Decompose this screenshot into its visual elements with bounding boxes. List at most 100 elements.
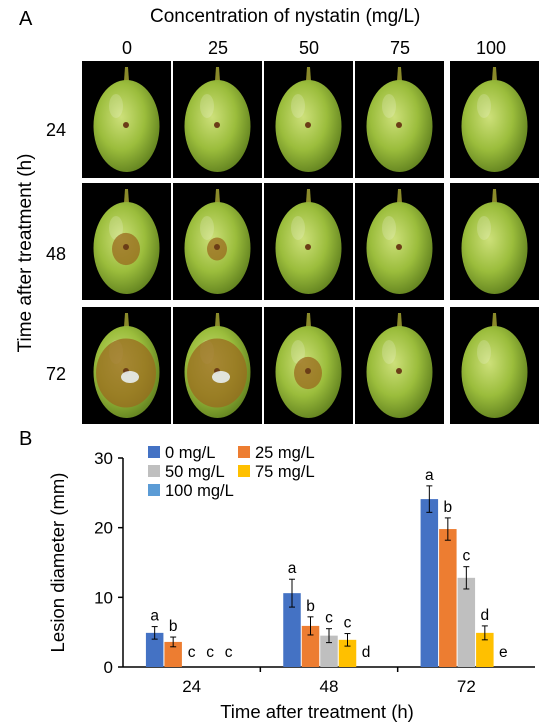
bar [164,641,182,667]
legend-label: 0 mg/L [165,444,215,462]
x-tick-label: 24 [182,677,201,696]
column-header-100: 100 [475,38,507,58]
significance-letter: c [206,644,214,661]
legend-swatch [148,484,160,496]
grape-highlight [291,216,305,240]
grape-stem [492,67,497,81]
grape-photo [355,307,444,424]
grape-stem [215,189,220,203]
grape-highlight [200,216,214,240]
row-header-72: 72 [46,364,67,384]
grape-photo [264,183,353,300]
grape-photo [450,183,539,300]
bar [301,625,320,667]
significance-letter: d [362,644,371,661]
grape-stem [124,313,129,327]
bar [283,593,301,667]
y-tick-label: 30 [94,449,113,468]
bar [338,639,357,667]
grape-photo [82,61,171,178]
inoculation-wound [396,368,402,374]
significance-letter: e [499,644,508,661]
grape-photo [173,61,262,178]
grape-highlight [109,94,123,118]
inoculation-wound [305,244,311,250]
grape-stem [306,313,311,327]
legend-label: 25 mg/L [255,444,315,462]
grape-highlight [477,340,491,364]
column-header-0: 0 [121,38,132,58]
grape-stem [215,67,220,81]
grape-photo [173,307,262,424]
significance-letter: a [150,608,159,625]
y-axis-title: Lesion diameter (mm) [47,473,68,653]
panel-b-letter: B [19,428,33,450]
grape-highlight [382,340,396,364]
grape-highlight [382,94,396,118]
legend-swatch [238,446,250,458]
column-header-50: 50 [298,38,320,58]
y-tick-label: 0 [104,658,113,677]
row-header-24: 24 [46,120,67,140]
bar [439,529,457,667]
grape-stem [492,189,497,203]
y-tick-label: 10 [94,588,113,607]
grape-stem [397,189,402,203]
bar [145,632,164,667]
mycelium-patch [212,371,230,383]
grape-highlight [291,340,305,364]
legend-swatch [148,465,160,477]
legend-label: 100 mg/L [165,482,234,500]
column-header-75: 75 [389,38,411,58]
inoculation-wound [396,122,402,128]
significance-letter: b [306,598,315,615]
significance-letter: d [481,607,490,624]
x-tick-label: 48 [320,677,339,696]
legend-label: 75 mg/L [255,463,315,481]
row-axis-title: Time after treatment (h) [15,153,36,353]
grape-stem [492,313,497,327]
mycelium-patch [121,371,139,383]
legend-label: 50 mg/L [165,463,225,481]
grape-photo [82,307,171,424]
inoculation-wound [396,244,402,250]
grape-highlight [200,94,214,118]
significance-letter: c [188,644,196,661]
inoculation-wound [123,122,129,128]
significance-letter: a [288,560,297,577]
grape-stem [124,67,129,81]
significance-letter: c [462,548,470,565]
grape-highlight [109,216,123,240]
grape-berry [461,202,528,294]
significance-letter: c [225,644,233,661]
grape-stem [306,67,311,81]
bar [476,632,494,667]
grape-highlight [382,216,396,240]
grape-stem [124,189,129,203]
inoculation-wound [305,368,311,374]
grape-highlight [477,94,491,118]
grape-berry [461,80,528,172]
grape-highlight [291,94,305,118]
grape-photo [264,61,353,178]
grape-stem [397,67,402,81]
grape-photo [173,183,262,300]
inoculation-wound [123,244,129,250]
significance-letter: c [344,615,352,632]
inoculation-wound [214,122,220,128]
grape-photo [82,183,171,300]
grape-stem [306,189,311,203]
panel-a-letter: A [19,8,33,30]
grape-photo [264,307,353,424]
lesion-bar-chart: 0 10 20 30 24 48 72 Time after treatment (h) Les… [47,444,535,722]
grape-stem [215,313,220,327]
grape-photo [355,61,444,178]
significance-letter: a [425,467,434,484]
inoculation-wound [305,122,311,128]
significance-letter: c [325,610,333,627]
grape-berry [461,326,528,418]
bar [320,635,338,667]
bar [420,499,439,667]
row-header-48: 48 [46,244,67,264]
significance-letter: b [444,499,453,516]
